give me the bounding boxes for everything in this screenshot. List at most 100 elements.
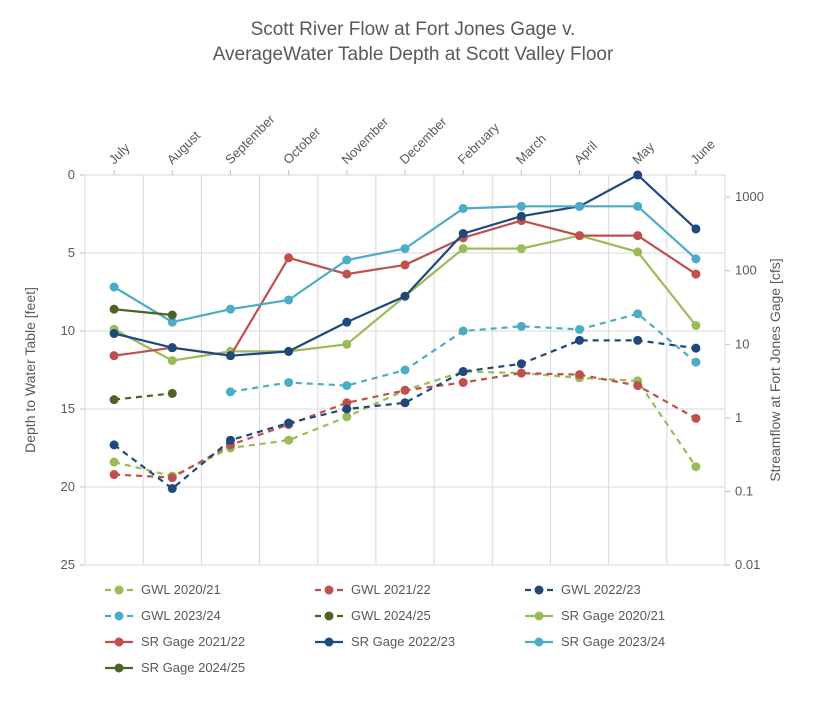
series-marker (459, 229, 468, 238)
chart-title-line2: AverageWater Table Depth at Scott Valley… (213, 44, 614, 65)
y-right-tick-label: 0.1 (735, 483, 753, 498)
series-marker (284, 347, 293, 356)
series-marker (226, 351, 235, 360)
series-marker (401, 260, 410, 269)
x-tick-label: June (687, 137, 718, 168)
series-marker (575, 336, 584, 345)
legend-label: GWL 2023/24 (141, 608, 221, 623)
series-marker (284, 436, 293, 445)
series-marker (342, 318, 351, 327)
series-marker (459, 327, 468, 336)
legend-label: SR Gage 2022/23 (351, 634, 455, 649)
legend-marker (115, 586, 124, 595)
series-marker (517, 322, 526, 331)
series-marker (691, 414, 700, 423)
series-marker (691, 270, 700, 279)
series-marker (401, 366, 410, 375)
x-tick-label: September (222, 111, 278, 167)
legend-label: GWL 2020/21 (141, 582, 221, 597)
series-marker (691, 321, 700, 330)
series-marker (110, 283, 119, 292)
series-marker (342, 405, 351, 414)
legend-marker (535, 586, 544, 595)
series-marker (110, 395, 119, 404)
series-marker (168, 356, 177, 365)
series-marker (401, 292, 410, 301)
y-right-axis-label: Streamflow at Fort Jones Gage [cfs] (767, 258, 783, 481)
series-marker (342, 412, 351, 421)
series-marker (110, 470, 119, 479)
legend-label: SR Gage 2020/21 (561, 608, 665, 623)
series-marker (633, 309, 642, 318)
legend-label: GWL 2024/25 (351, 608, 431, 623)
series-marker (459, 204, 468, 213)
series-marker (517, 359, 526, 368)
y-left-tick-label: 15 (61, 401, 75, 416)
series-marker (284, 378, 293, 387)
y-left-tick-label: 0 (68, 167, 75, 182)
series-marker (459, 244, 468, 253)
series-marker (691, 358, 700, 367)
x-tick-label: December (397, 114, 450, 167)
series-marker (168, 343, 177, 352)
series-marker (517, 369, 526, 378)
legend-label: SR Gage 2021/22 (141, 634, 245, 649)
series-marker (459, 367, 468, 376)
legend-label: SR Gage 2023/24 (561, 634, 665, 649)
series-marker (226, 436, 235, 445)
legend-marker (535, 612, 544, 621)
series-marker (691, 344, 700, 353)
series-marker (691, 254, 700, 263)
series-marker (691, 462, 700, 471)
legend-marker (325, 586, 334, 595)
series-marker (110, 458, 119, 467)
legend-label: GWL 2021/22 (351, 582, 431, 597)
legend-marker (115, 612, 124, 621)
legend-label: GWL 2022/23 (561, 582, 641, 597)
series-marker (633, 247, 642, 256)
series-marker (284, 295, 293, 304)
series-marker (168, 484, 177, 493)
series-marker (633, 381, 642, 390)
series-marker (517, 212, 526, 221)
series-marker (633, 202, 642, 211)
series-marker (633, 171, 642, 180)
y-left-tick-label: 20 (61, 479, 75, 494)
x-tick-label: November (338, 114, 391, 167)
y-left-tick-label: 25 (61, 557, 75, 572)
series-marker (284, 253, 293, 262)
y-right-tick-label: 1 (735, 410, 742, 425)
series-marker (110, 329, 119, 338)
y-left-axis-label: Depth to Water Table [feet] (22, 287, 38, 453)
series-marker (575, 202, 584, 211)
x-tick-label: October (280, 123, 324, 167)
y-right-tick-label: 0.01 (735, 557, 760, 572)
series-marker (401, 398, 410, 407)
series-marker (342, 381, 351, 390)
series-marker (575, 370, 584, 379)
legend-marker (115, 664, 124, 673)
series-marker (226, 387, 235, 396)
series-marker (110, 305, 119, 314)
legend-label: SR Gage 2024/25 (141, 660, 245, 675)
series-marker (401, 386, 410, 395)
y-left-tick-label: 10 (61, 323, 75, 338)
series-marker (633, 336, 642, 345)
series-marker (226, 305, 235, 314)
x-tick-label: May (629, 139, 657, 167)
chart-title-line1: Scott River Flow at Fort Jones Gage v. (251, 19, 576, 40)
series-marker (342, 255, 351, 264)
x-tick-label: July (106, 140, 133, 167)
series-marker (401, 244, 410, 253)
series-marker (459, 378, 468, 387)
legend-marker (325, 612, 334, 621)
series-marker (342, 340, 351, 349)
line-chart: Scott River Flow at Fort Jones Gage v. Av… (0, 0, 826, 720)
legend-marker (115, 638, 124, 647)
series-marker (517, 244, 526, 253)
legend-marker (535, 638, 544, 647)
y-right-tick-label: 1000 (735, 189, 764, 204)
series-marker (691, 224, 700, 233)
x-tick-label: February (455, 119, 503, 167)
series-marker (110, 351, 119, 360)
